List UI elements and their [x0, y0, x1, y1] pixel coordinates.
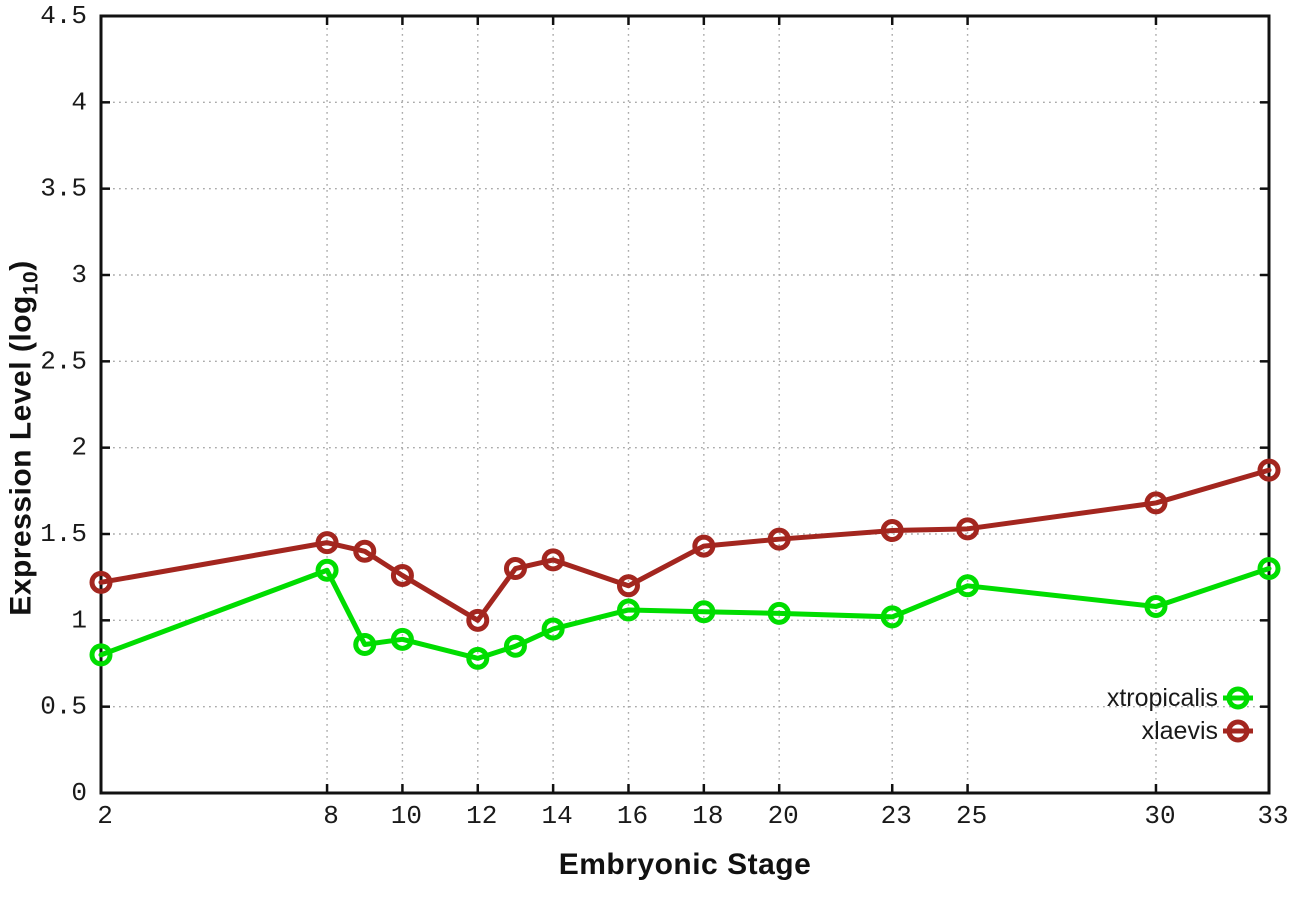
data-point-xlaevis-stage-10 [390, 563, 414, 587]
x-tick-label: 12 [466, 801, 497, 831]
data-point-xtropicalis-stage-13 [503, 634, 527, 658]
series-line-xtropicalis [98, 566, 1272, 661]
data-point-xlaevis-stage-13 [503, 557, 527, 581]
y-tick-label: 1.5 [40, 519, 87, 549]
data-point-xlaevis-stage-9 [353, 539, 377, 563]
legend-marker-xtropicalis-icon [1226, 686, 1250, 710]
y-tick-label: 3.5 [40, 174, 87, 204]
data-point-xlaevis-stage-16 [616, 574, 640, 598]
x-tick-label: 10 [391, 801, 422, 831]
data-point-xtropicalis-stage-25 [956, 574, 980, 598]
data-point-xtropicalis-stage-23 [880, 605, 904, 629]
data-point-xlaevis-stage-23 [880, 519, 904, 543]
x-tick-label: 23 [881, 801, 912, 831]
legend-label-xlaevis: xlaevis [1142, 717, 1218, 745]
x-tick-label: 20 [768, 801, 799, 831]
data-point-xtropicalis-stage-8 [315, 558, 339, 582]
data-point-xtropicalis-stage-2 [89, 643, 113, 667]
data-point-xlaevis-stage-14 [541, 548, 565, 572]
y-tick-label: 2.5 [40, 346, 87, 376]
data-point-xtropicalis-stage-18 [692, 600, 716, 624]
data-point-xlaevis-stage-12 [466, 608, 490, 632]
data-point-xtropicalis-stage-16 [616, 598, 640, 622]
y-axis-title-suffix: ) [4, 260, 38, 271]
data-point-xtropicalis-stage-33 [1257, 557, 1281, 581]
x-tick-label: 8 [323, 801, 339, 831]
data-point-xlaevis-stage-2 [89, 570, 113, 594]
x-tick-label: 16 [617, 801, 648, 831]
data-point-xlaevis-stage-18 [692, 534, 716, 558]
plot-border [99, 14, 1271, 795]
y-tick-label: 2 [71, 433, 87, 463]
y-tick-label: 4.5 [40, 1, 87, 31]
y-axis-title: Expression Level (log10) [5, 260, 44, 615]
data-point-xtropicalis-stage-12 [466, 646, 490, 670]
x-tick-label: 18 [692, 801, 723, 831]
x-tick-label: 30 [1144, 801, 1175, 831]
y-tick-label: 1 [71, 605, 87, 635]
data-point-xlaevis-stage-8 [315, 531, 339, 555]
x-tick-label: 14 [542, 801, 573, 831]
y-tick-label: 0 [71, 778, 87, 808]
x-tick-label: 33 [1257, 801, 1288, 831]
data-point-xtropicalis-stage-20 [767, 601, 791, 625]
data-point-xtropicalis-stage-30 [1144, 595, 1168, 619]
y-tick-label: 0.5 [40, 692, 87, 722]
data-point-xtropicalis-stage-10 [390, 627, 414, 651]
data-point-xlaevis-stage-25 [956, 517, 980, 541]
x-tick-label: 2 [97, 801, 113, 831]
y-axis-title-subscript: 10 [19, 270, 43, 296]
x-tick-label: 25 [956, 801, 987, 831]
y-tick-label: 3 [71, 260, 87, 290]
y-axis-title-text: Expression Level (log [4, 295, 38, 616]
data-point-xlaevis-stage-33 [1257, 458, 1281, 482]
data-point-xtropicalis-stage-9 [353, 633, 377, 657]
data-point-xtropicalis-stage-14 [541, 617, 565, 641]
legend-marker-xlaevis-icon [1226, 719, 1250, 743]
data-point-xlaevis-stage-30 [1144, 491, 1168, 515]
y-tick-label: 4 [71, 87, 87, 117]
data-point-xlaevis-stage-20 [767, 527, 791, 551]
x-axis-title: Embryonic Stage [558, 848, 812, 881]
legend-label-xtropicalis: xtropicalis [1107, 684, 1218, 712]
